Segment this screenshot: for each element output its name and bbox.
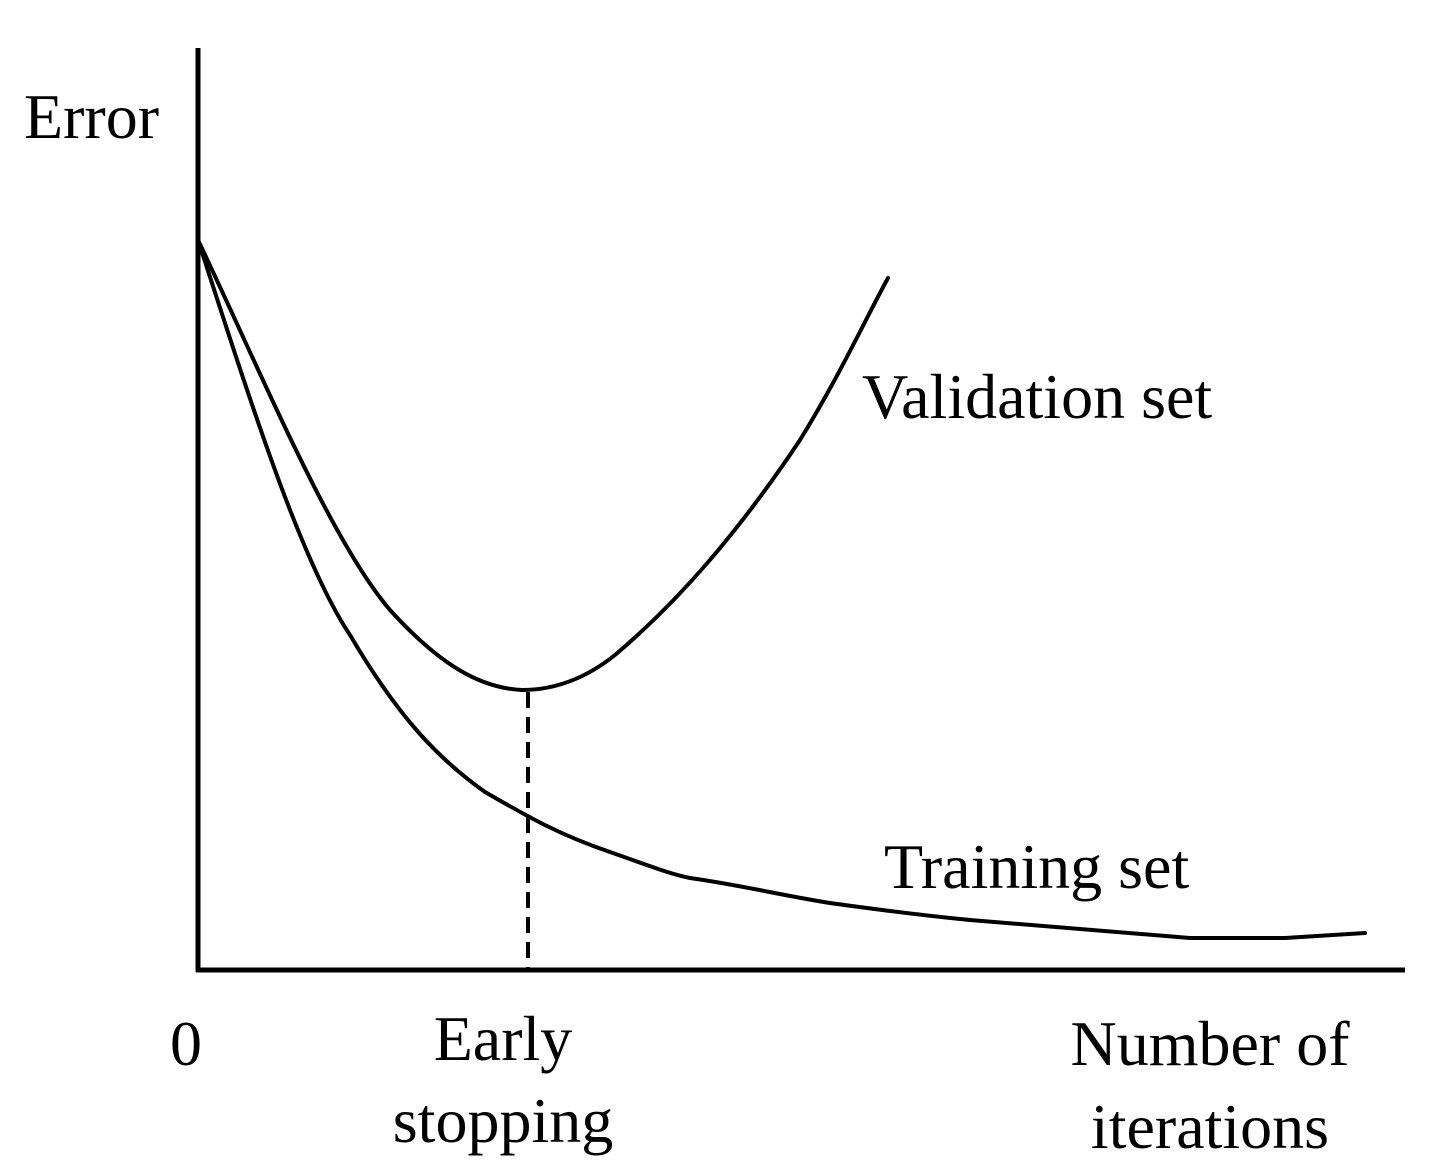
validation-label: Validation set xyxy=(862,361,1212,432)
y-axis-label: Error xyxy=(24,81,159,152)
validation-curve xyxy=(196,238,890,692)
x-axis-label: Number of xyxy=(1070,1008,1350,1079)
x-axis-label: iterations xyxy=(1091,1091,1329,1162)
training-curve xyxy=(196,238,1367,940)
origin-label: 0 xyxy=(170,1008,202,1079)
early-stopping-label: Early xyxy=(434,1003,573,1074)
early-stopping-label: stopping xyxy=(393,1085,613,1156)
training-label: Training set xyxy=(884,831,1189,902)
